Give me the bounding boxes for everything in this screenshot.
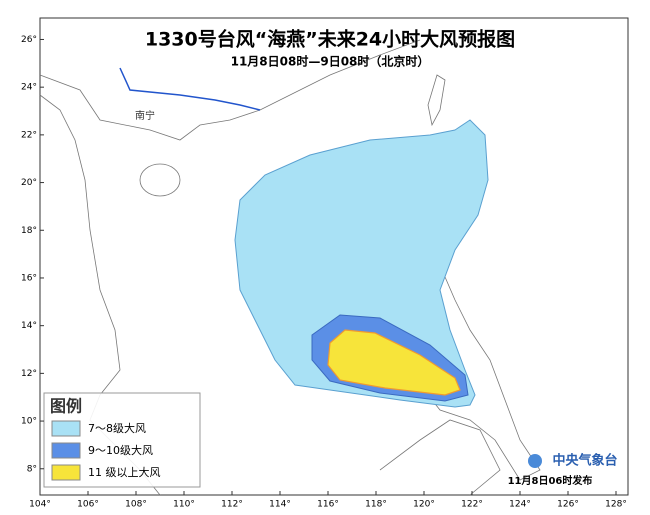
lat-tick-label: 8° bbox=[27, 464, 37, 474]
lon-tick-label: 128° bbox=[605, 500, 627, 510]
lon-tick-label: 122° bbox=[461, 500, 483, 510]
lon-tick-label: 124° bbox=[509, 500, 531, 510]
lon-tick-label: 106° bbox=[77, 500, 99, 510]
lat-tick-label: 24° bbox=[21, 83, 37, 93]
borneo bbox=[379, 419, 501, 496]
lon-tick-label: 104° bbox=[29, 500, 51, 510]
china-coast bbox=[39, 39, 421, 141]
lon-tick-label: 118° bbox=[365, 500, 387, 510]
wind-zone-7-8 bbox=[234, 119, 489, 408]
legend-label: 7～8级大风 bbox=[88, 421, 146, 435]
lon-tick-label: 116° bbox=[317, 500, 339, 510]
lon-tick-label: 114° bbox=[269, 500, 291, 510]
logo-icon bbox=[528, 454, 542, 468]
lon-tick-label: 110° bbox=[173, 500, 195, 510]
lat-tick-label: 12° bbox=[21, 369, 37, 379]
lon-tick-label: 112° bbox=[221, 500, 243, 510]
lat-tick-label: 22° bbox=[21, 130, 37, 140]
logo: 中央气象台 bbox=[552, 453, 617, 469]
place-label: 南宁 bbox=[135, 109, 155, 122]
hainan bbox=[139, 163, 181, 197]
lon-tick-label: 108° bbox=[125, 500, 147, 510]
title: 1330号台风“海燕”未来24小时大风预报图 bbox=[145, 28, 515, 51]
legend-label: 11 级以上大风 bbox=[88, 465, 161, 479]
lon-tick-label: 126° bbox=[557, 500, 579, 510]
lat-tick-label: 10° bbox=[21, 417, 37, 427]
lat-tick-label: 18° bbox=[21, 226, 37, 236]
lat-tick-label: 20° bbox=[21, 178, 37, 188]
legend-swatch bbox=[51, 464, 81, 481]
taiwan bbox=[427, 74, 446, 127]
subtitle: 11月8日08时—9日08时（北京时） bbox=[231, 54, 430, 69]
legend-swatch bbox=[51, 420, 81, 437]
lat-tick-label: 16° bbox=[21, 273, 37, 283]
legend-swatch bbox=[51, 442, 81, 459]
legend-title: 图例 bbox=[50, 397, 82, 416]
lat-tick-label: 14° bbox=[21, 321, 37, 331]
wind-zone-11 bbox=[327, 329, 461, 396]
lon-tick-label: 120° bbox=[413, 500, 435, 510]
legend-label: 9～10级大风 bbox=[88, 443, 153, 457]
border bbox=[119, 67, 261, 111]
issue-time: 11月8日06时发布 bbox=[508, 474, 593, 487]
lat-tick-label: 26° bbox=[21, 35, 37, 45]
